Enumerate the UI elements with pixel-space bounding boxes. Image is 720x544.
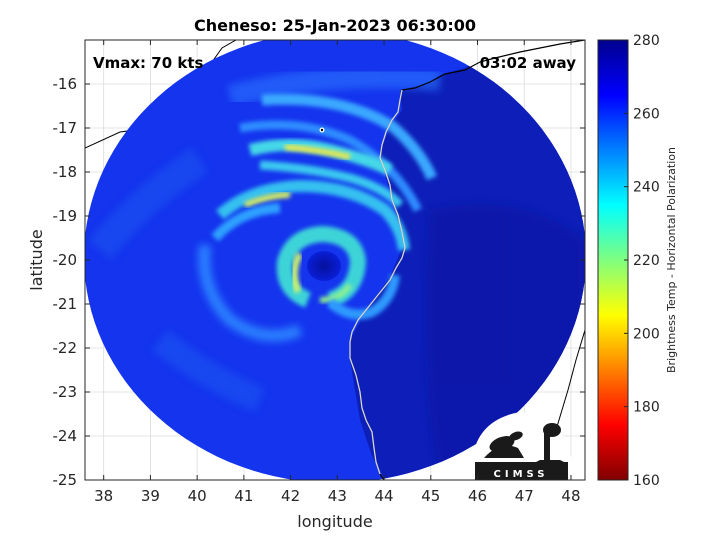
colorbar-tick-label: 280 [633, 33, 660, 49]
cimss-logo: CIMSS [472, 412, 572, 480]
time-away-label: 03:02 away [480, 54, 577, 72]
y-tick-label: -25 [53, 471, 78, 489]
y-tick-label: -16 [53, 75, 78, 93]
x-tick-label: 44 [375, 487, 394, 505]
y-axis-label: latitude [27, 229, 46, 290]
axis-ticks: 38 39 40 41 42 43 44 45 46 47 48 -16 -17 -18 -19 -20 -21… [53, 40, 585, 505]
x-tick-label: 46 [468, 487, 487, 505]
coastline-madagascar-overlay [349, 89, 406, 475]
colorbar-tick-label: 200 [633, 326, 660, 342]
colorbar [598, 40, 628, 480]
microwave-swath [85, 40, 585, 480]
x-axis-label: longitude [297, 512, 372, 531]
y-tick-label: -19 [53, 207, 78, 225]
x-tick-label: 38 [94, 487, 113, 505]
y-tick-label: -20 [53, 251, 78, 269]
colorbar-tick-label: 240 [633, 180, 660, 196]
x-tick-label: 39 [141, 487, 160, 505]
colorbar-label: Brightness Temp - Horizontal Polarizatio… [665, 147, 678, 373]
colorbar-tick-label: 220 [633, 253, 660, 269]
y-tick-label: -21 [53, 295, 78, 313]
y-tick-label: -22 [53, 339, 78, 357]
y-tick-label: -23 [53, 383, 78, 401]
x-tick-label: 47 [515, 487, 534, 505]
vmax-label: Vmax: 70 kts [93, 54, 203, 72]
x-tick-label: 41 [234, 487, 253, 505]
x-tick-label: 42 [281, 487, 300, 505]
x-tick-label: 48 [561, 487, 580, 505]
colorbar-tick-label: 260 [633, 106, 660, 122]
colorbar-tick-label: 160 [633, 473, 660, 489]
colorbar-tick-label: 180 [633, 400, 660, 416]
x-tick-label: 40 [188, 487, 207, 505]
y-tick-label: -18 [53, 163, 78, 181]
storm-eye [307, 251, 341, 281]
cimss-logo-text: CIMSS [494, 469, 549, 480]
x-tick-label: 45 [421, 487, 440, 505]
colorbar-ticks: 160 180 200 220 240 260 280 [624, 33, 660, 489]
y-tick-label: -17 [53, 119, 78, 137]
x-tick-label: 43 [328, 487, 347, 505]
chart-title: Cheneso: 25-Jan-2023 06:30:00 [194, 16, 476, 35]
y-tick-label: -24 [53, 427, 78, 445]
